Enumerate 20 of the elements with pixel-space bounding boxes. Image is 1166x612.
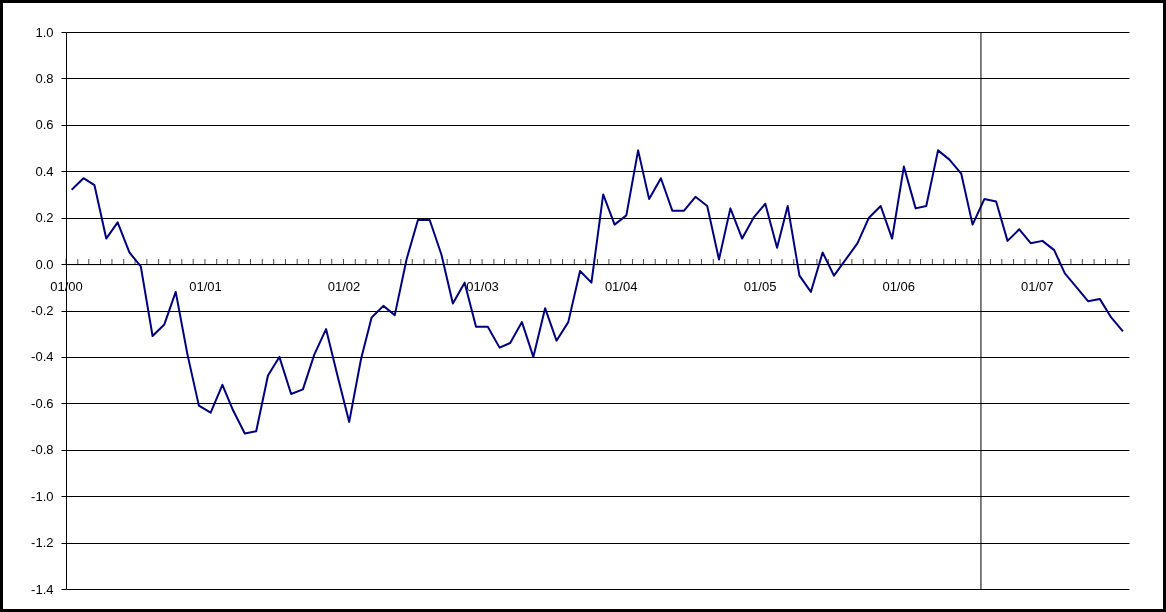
y-tick-label: -1.4 <box>31 581 54 597</box>
y-tick-label: -0.8 <box>31 442 54 458</box>
y-tick-label: -0.6 <box>31 395 54 411</box>
x-tick-label: 01/06 <box>882 278 915 294</box>
y-tick-label: 1.0 <box>35 24 54 40</box>
x-tick-label: 01/01 <box>189 278 222 294</box>
y-tick-label: -1.2 <box>31 535 54 551</box>
x-tick-label: 01/05 <box>743 278 777 294</box>
x-tick-label: 01/07 <box>1020 278 1054 294</box>
y-tick-label: -1.0 <box>31 488 54 504</box>
x-tick-label: 01/04 <box>604 278 638 294</box>
y-tick-label: 0.6 <box>35 117 54 133</box>
y-tick-label: -0.4 <box>31 349 54 365</box>
x-tick-label: 01/03 <box>466 278 499 294</box>
y-tick-label: -0.2 <box>31 303 54 318</box>
y-tick-label: 0.2 <box>35 210 54 226</box>
y-tick-label: 0.4 <box>35 163 54 179</box>
x-tick-label: 01/02 <box>327 278 361 294</box>
y-tick-label: 0.0 <box>35 256 54 272</box>
y-tick-label: 0.8 <box>35 70 54 86</box>
